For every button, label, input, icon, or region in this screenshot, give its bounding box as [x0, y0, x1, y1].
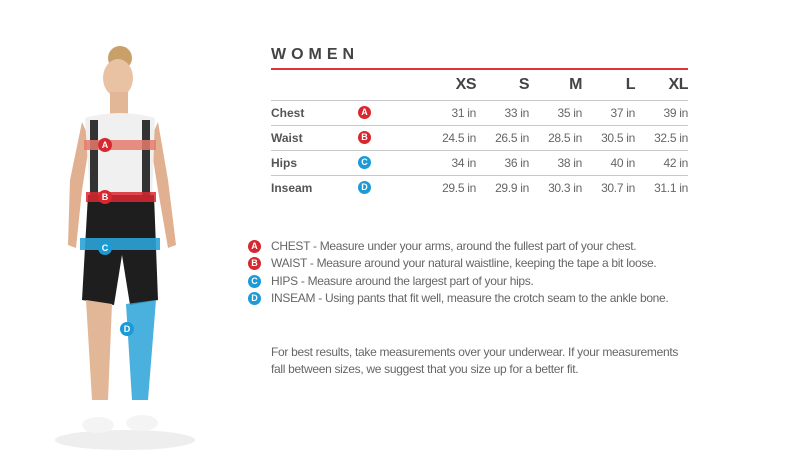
badge-a-icon: A	[358, 106, 371, 119]
table-cell: 30.7 in	[601, 181, 635, 195]
svg-text:D: D	[124, 324, 131, 334]
table-cell: 36 in	[504, 156, 529, 170]
size-header-xl: XL	[668, 76, 689, 93]
figure-badge-a	[98, 138, 112, 152]
badge-b-icon: B	[358, 131, 371, 144]
svg-text:A: A	[102, 140, 109, 150]
badge-c-icon: C	[358, 156, 371, 169]
legend-item: WAIST - Measure around your natural wais…	[271, 256, 657, 271]
fit-note: For best results, take measurements over…	[271, 345, 679, 376]
legend-item: CHEST - Measure under your arms, around …	[271, 239, 637, 253]
badge-d-icon: D	[358, 181, 371, 194]
table-cell: 33 in	[504, 106, 529, 120]
title-divider	[271, 68, 688, 70]
table-cell: 38 in	[557, 156, 582, 170]
table-cell: 40 in	[610, 156, 635, 170]
table-cell: 24.5 in	[442, 131, 476, 145]
table-cell: 26.5 in	[495, 131, 529, 145]
table-cell: 34 in	[451, 156, 476, 170]
size-header-m: M	[569, 76, 582, 93]
legend-badge-d-icon: D	[248, 291, 261, 305]
size-header-s: S	[518, 76, 530, 93]
figure-badge-c	[98, 241, 112, 255]
table-cell: 35 in	[557, 106, 582, 120]
section-title: WOMEN	[271, 46, 360, 63]
table-cell: 29.5 in	[442, 181, 476, 195]
row-label-inseam: Inseam	[271, 181, 313, 195]
table-cell: 39 in	[663, 106, 688, 120]
row-divider	[271, 125, 688, 126]
row-label-waist: Waist	[271, 131, 303, 145]
table-cell: 31.1 in	[654, 181, 688, 195]
table-cell: 28.5 in	[548, 131, 582, 145]
svg-text:B: B	[102, 192, 109, 202]
legend-badge-c-icon: C	[248, 274, 261, 288]
row-divider	[271, 100, 688, 101]
model-figure: A B C D	[55, 46, 195, 450]
size-header-xs: XS	[455, 76, 477, 93]
row-label-hips: Hips	[271, 156, 298, 170]
table-cell: 32.5 in	[654, 131, 688, 145]
legend-item: INSEAM - Using pants that fit well, meas…	[271, 290, 669, 305]
table-cell: 37 in	[610, 106, 635, 120]
figure-badge-d	[120, 322, 134, 336]
legend-item: HIPS - Measure around the largest part o…	[271, 273, 534, 288]
table-cell: 42 in	[663, 156, 688, 170]
table-cell: 30.5 in	[601, 131, 635, 145]
svg-text:C: C	[102, 243, 109, 253]
row-label-chest: Chest	[271, 106, 305, 120]
legend-badge-b-icon: B	[248, 257, 261, 271]
legend-badge-a-icon: A	[248, 240, 261, 253]
table-cell: 31 in	[451, 106, 476, 120]
table-cell: 29.9 in	[495, 181, 529, 195]
table-cell: 30.3 in	[548, 181, 582, 195]
figure-badge-b	[98, 190, 112, 204]
row-divider	[271, 150, 688, 151]
row-divider	[271, 175, 688, 176]
size-header-l: L	[625, 76, 636, 93]
